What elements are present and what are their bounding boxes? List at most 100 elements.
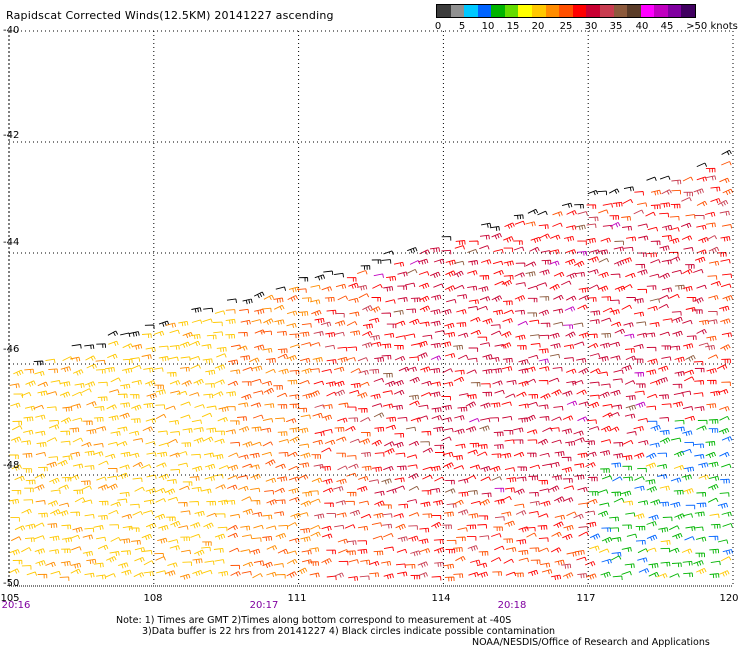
wind-barb [540, 562, 551, 568]
wind-barb [564, 306, 576, 312]
wind-barb [611, 537, 622, 542]
wind-barb [577, 250, 588, 256]
wind-barb [212, 391, 224, 397]
wind-barb [192, 570, 203, 577]
wind-barb [214, 559, 225, 564]
wind-barb [120, 538, 131, 544]
wind-barb [506, 379, 517, 385]
wind-barb [562, 533, 573, 541]
wind-barb [170, 431, 181, 436]
wind-barb [262, 330, 273, 336]
wind-barb [132, 461, 144, 468]
wind-barb [238, 454, 249, 460]
wind-barb [192, 558, 203, 564]
wind-barb [527, 569, 539, 576]
wind-barb [637, 252, 647, 258]
wind-barb [321, 525, 332, 531]
wind-barb [527, 439, 538, 444]
wind-barb [610, 355, 621, 361]
wind-barb [720, 283, 732, 288]
lon-label: 114 [431, 593, 451, 604]
wind-barb [333, 366, 345, 372]
wind-barb [189, 501, 199, 506]
wind-barb [203, 452, 215, 458]
wind-barb [289, 537, 300, 543]
wind-barb [422, 447, 434, 453]
wind-barb [649, 442, 660, 448]
wind-barb [587, 498, 598, 505]
wind-barb [70, 356, 81, 362]
wind-barb [659, 501, 669, 507]
wind-barb [326, 513, 336, 518]
wind-barb [179, 573, 191, 580]
wind-barb [514, 488, 525, 495]
wind-barb [394, 355, 406, 362]
wind-barb [551, 389, 562, 396]
wind-barb [513, 451, 525, 458]
wind-barb [336, 512, 347, 518]
wind-barb [518, 549, 529, 556]
wind-barb [720, 318, 731, 325]
wind-barb [453, 270, 464, 278]
wind-barb [468, 513, 479, 519]
wind-barb [25, 479, 36, 485]
wind-barb [301, 549, 312, 555]
wind-barb [598, 371, 609, 376]
wind-barb [382, 390, 393, 395]
wind-barb [9, 549, 20, 556]
wind-barb [661, 403, 672, 408]
wind-barb [694, 367, 705, 373]
wind-barb [11, 464, 23, 471]
wind-barb [129, 527, 140, 532]
wind-barb [707, 275, 718, 280]
wind-barb [321, 447, 332, 453]
wind-barb [685, 264, 695, 269]
wind-barb [576, 556, 587, 562]
wind-barb [70, 568, 82, 575]
wind-barb [467, 545, 479, 552]
wind-barb [598, 257, 610, 263]
wind-barb [253, 560, 265, 566]
wind-barb [386, 416, 397, 422]
wind-barb [371, 403, 383, 408]
wind-barb [682, 430, 693, 437]
wind-barb [600, 237, 611, 243]
lon-label: 108 [143, 593, 163, 604]
wind-barb [97, 544, 109, 551]
wind-barb [479, 499, 490, 506]
wind-barb [93, 562, 104, 568]
wind-barb [274, 511, 285, 517]
wind-barb [410, 574, 421, 580]
wind-barb [417, 561, 429, 568]
wind-barb [613, 497, 625, 503]
wind-barb [513, 439, 524, 444]
colorbar-swatch [613, 5, 628, 17]
wind-barb [252, 573, 263, 579]
wind-barb [709, 513, 720, 519]
wind-barb [230, 369, 241, 375]
wind-barb [575, 224, 586, 231]
wind-barb [368, 560, 380, 567]
wind-barb [323, 487, 334, 493]
wind-barb [421, 490, 432, 495]
wind-barb [440, 341, 452, 348]
wind-barb [563, 485, 575, 490]
wind-barb [262, 535, 273, 542]
wind-barb [710, 186, 721, 192]
wind-barb [431, 407, 442, 413]
wind-barb [24, 405, 36, 411]
wind-barb [311, 309, 322, 317]
wind-barb [60, 366, 72, 373]
wind-barb [501, 452, 512, 459]
wind-barb [58, 484, 70, 490]
wind-barb [74, 497, 86, 503]
wind-barb [117, 498, 128, 504]
wind-barb [669, 227, 680, 232]
wind-barb [684, 466, 695, 472]
wind-barb [443, 563, 455, 570]
wind-barb [37, 381, 49, 388]
wind-barb [578, 368, 589, 375]
wind-barb [266, 571, 277, 578]
wind-barb [682, 268, 693, 275]
